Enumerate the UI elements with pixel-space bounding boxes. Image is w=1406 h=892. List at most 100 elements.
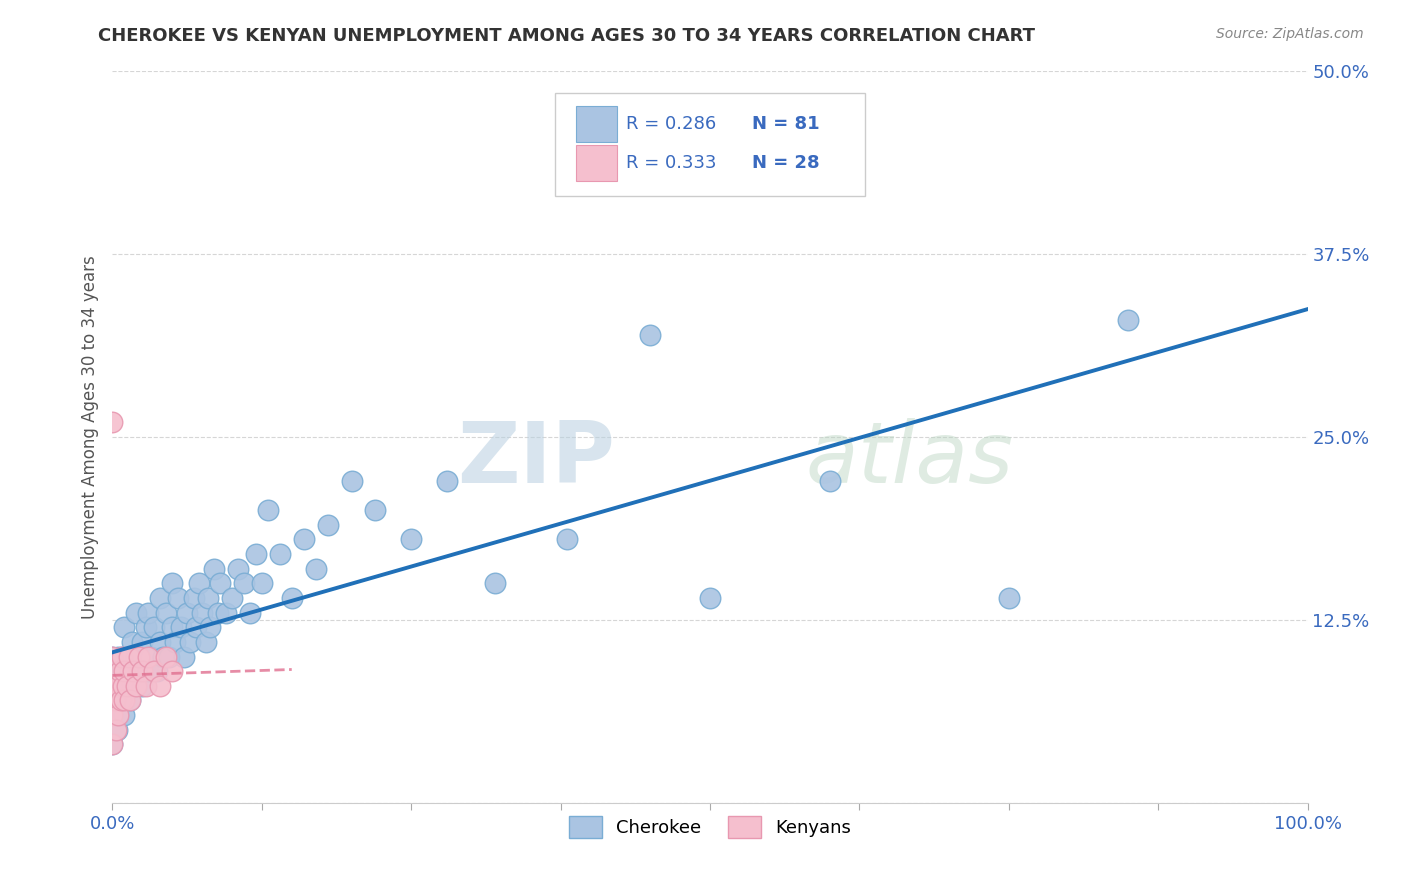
Point [104,693,127,707]
Point [120,664,142,678]
Point [135,679,157,693]
Point [112,679,135,693]
Point [121,664,143,678]
Point [202,562,225,576]
Point [131,664,153,678]
Point [179,635,201,649]
Point [269,547,291,561]
Text: R = 0.286: R = 0.286 [627,115,717,133]
Point [114,664,135,678]
Point [436,474,458,488]
Point [157,649,180,664]
Point [305,562,328,576]
Point [245,547,267,561]
Point [998,591,1021,605]
Point [105,679,128,693]
Text: ZIP: ZIP [457,417,614,500]
Point [101,737,124,751]
Point [149,635,172,649]
Point [401,533,423,547]
Text: N = 28: N = 28 [752,153,820,172]
Point [207,606,229,620]
Point [145,664,167,678]
Point [143,664,166,678]
Point [167,591,190,605]
Point [105,723,128,737]
Point [114,664,135,678]
Point [108,664,131,678]
Point [104,693,127,707]
Point [155,606,177,620]
Text: atlas: atlas [806,417,1014,500]
Point [818,474,841,488]
FancyBboxPatch shape [576,145,617,181]
Point [101,679,124,693]
Point [176,606,198,620]
Point [138,649,160,664]
Point [640,327,662,342]
Point [114,693,135,707]
Point [114,708,135,723]
Point [292,533,315,547]
Point [138,664,160,678]
Point [169,620,191,634]
FancyBboxPatch shape [554,94,866,195]
Point [226,562,249,576]
Point [131,679,153,693]
Point [135,620,157,634]
Point [110,693,132,707]
Point [281,591,304,605]
Point [364,503,387,517]
Point [115,679,138,693]
Point [101,649,124,664]
Point [200,620,222,634]
Point [149,591,172,605]
Point [125,679,148,693]
Point [1118,313,1140,327]
Point [250,576,273,591]
Point [239,606,262,620]
FancyBboxPatch shape [576,106,617,143]
Point [173,649,195,664]
Point [186,620,208,634]
Point [101,737,124,751]
Point [122,679,145,693]
Point [118,649,141,664]
Point [125,606,148,620]
Point [114,620,135,634]
Point [316,517,339,532]
Legend: Cherokee, Kenyans: Cherokee, Kenyans [562,808,858,845]
Y-axis label: Unemployment Among Ages 30 to 34 years: Unemployment Among Ages 30 to 34 years [80,255,98,619]
Point [233,576,256,591]
Point [111,649,134,664]
Point [128,664,150,678]
Point [131,635,153,649]
Text: R = 0.333: R = 0.333 [627,153,717,172]
Point [555,533,578,547]
Point [162,620,183,634]
Point [183,591,205,605]
Point [107,649,129,664]
Point [152,649,174,664]
Point [120,693,142,707]
Point [139,649,162,664]
Point [125,649,148,664]
Point [257,503,280,517]
Point [138,606,160,620]
Point [221,591,243,605]
Point [194,635,217,649]
Point [143,620,166,634]
Point [101,649,124,664]
Point [117,649,139,664]
Point [149,679,172,693]
Point [340,474,363,488]
Point [162,664,183,678]
Point [162,576,183,591]
Point [155,649,177,664]
Point [101,679,124,693]
Point [107,708,129,723]
Point [110,693,132,707]
Point [101,708,124,723]
Point [121,635,143,649]
Point [187,576,209,591]
